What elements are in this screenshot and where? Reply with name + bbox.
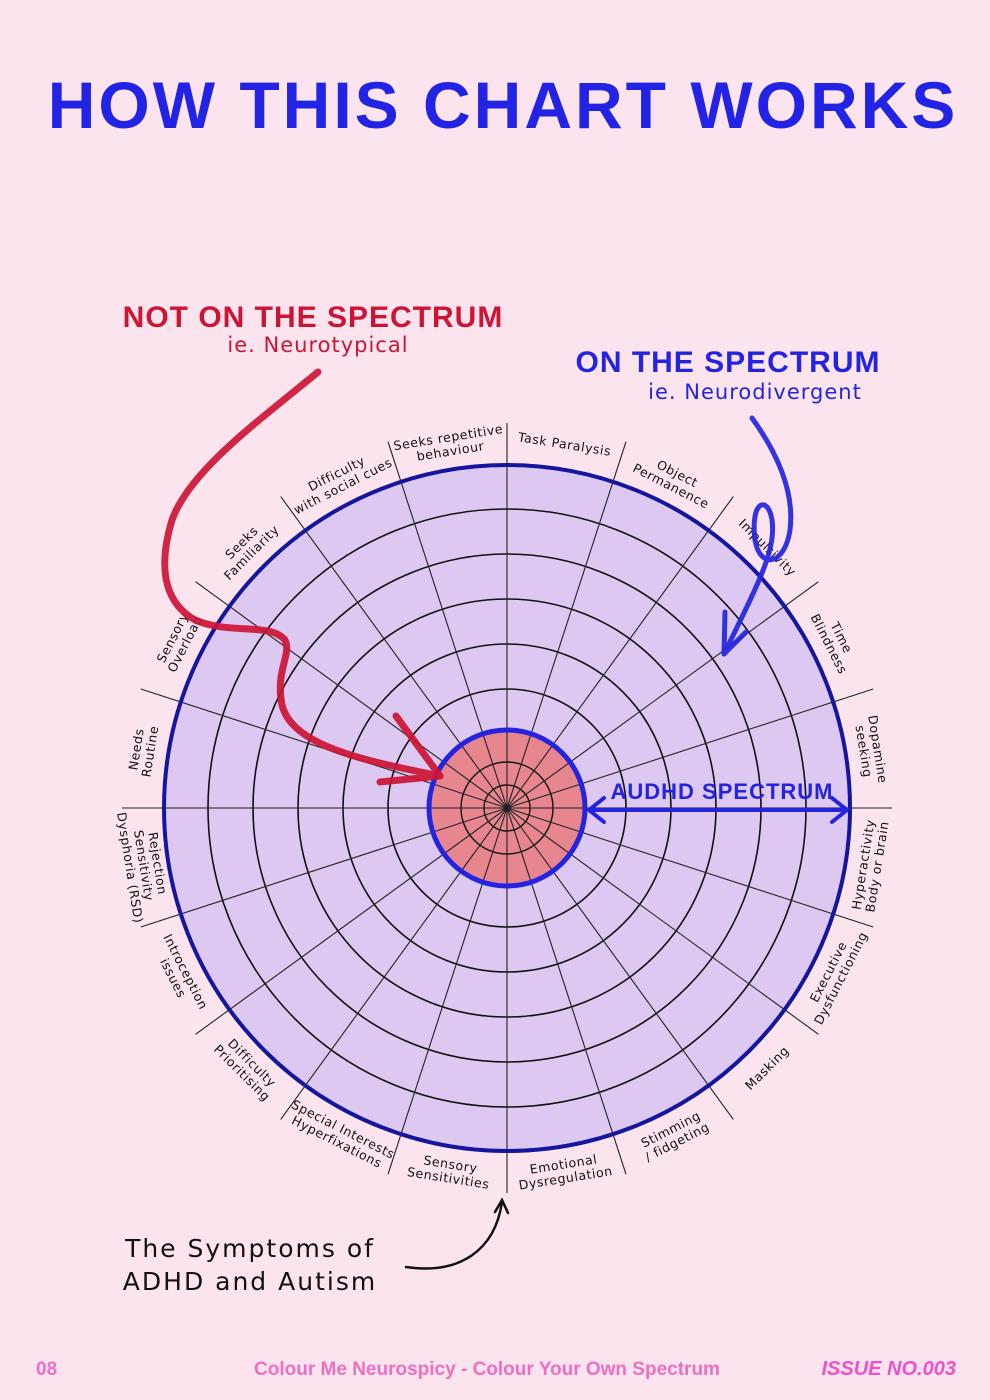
segment-label-line: Needs (125, 727, 146, 771)
audhd-spectrum-label: AUDHD SPECTRUM (611, 779, 834, 804)
issue-number: ISSUE NO.003 (821, 1358, 956, 1380)
wheel-spoke (140, 807, 508, 928)
blue-arrow-icon (721, 415, 794, 657)
wheel-spoke (195, 807, 508, 1035)
wheel-spoke (387, 441, 508, 809)
wheel-spoke (506, 807, 627, 1175)
segment-label: Task Paralysis (516, 429, 612, 459)
spectrum-wheel: Task ParalysisObjectPermanenceImpulsivit… (114, 421, 892, 1193)
on-spectrum-heading: ON THE SPECTRUM (575, 346, 880, 379)
note-arrow-icon (404, 1197, 510, 1270)
wheel-spoke (280, 496, 508, 809)
wheel-outer-border (162, 463, 852, 1153)
note-line-1: The Symptoms of (124, 1234, 375, 1263)
page-title: HOW THIS CHART WORKS (48, 68, 959, 142)
wheel-spoke (506, 807, 734, 1120)
segment-label: Seeks repetitivebehaviour (392, 421, 506, 467)
wheel-spoke (506, 688, 874, 809)
wheel-spoke (387, 807, 508, 1175)
center-circle-border (426, 727, 588, 889)
note-line-2: ADHD and Autism (123, 1267, 377, 1296)
segment-label: NeedsRoutine (125, 722, 162, 778)
segment-label: EmotionalDysregulation (515, 1149, 613, 1192)
not-on-spectrum-heading: NOT ON THE SPECTRUM (123, 301, 504, 334)
wheel-spoke (506, 807, 819, 1035)
wheel-spoke (506, 581, 819, 809)
segment-label: Dopamineseeking (851, 714, 890, 787)
on-spectrum-sub: ie. Neurodivergent (648, 380, 862, 404)
footer-title: Colour Me Neurospicy - Colour Your Own S… (254, 1359, 720, 1380)
wheel-spoke (280, 807, 508, 1120)
wheel-spoke (506, 807, 874, 928)
wheel-spoke (506, 496, 734, 809)
red-arrow-icon (161, 368, 444, 786)
page-number: 08 (36, 1359, 57, 1380)
segment-label: HyperactivityBody or brain (848, 818, 891, 914)
not-on-spectrum-sub: ie. Neurotypical (227, 333, 408, 357)
segment-label-line: Task Paralysis (516, 429, 612, 459)
audhd-spectrum-arrow (585, 796, 851, 824)
wheel-spoke (195, 581, 508, 809)
segment-label: SensorySensitivities (406, 1150, 493, 1192)
segment-label: RejectionSensitivityDysphoria (RSD) (114, 807, 174, 925)
wheel-spoke (506, 441, 627, 809)
